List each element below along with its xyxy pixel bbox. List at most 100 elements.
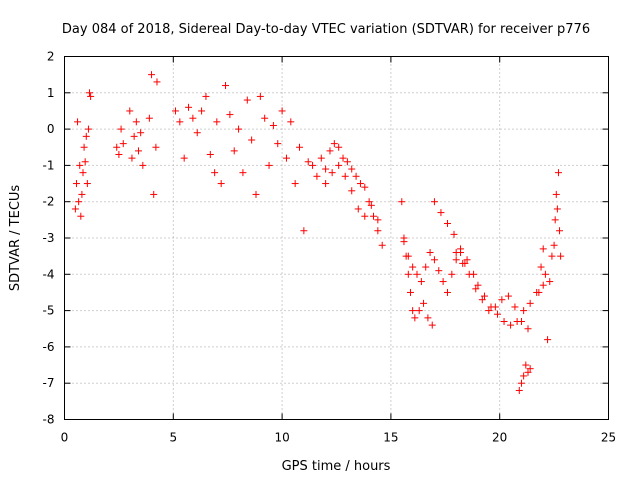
data-point: [365, 198, 373, 206]
y-tick-label: -7: [43, 376, 55, 390]
data-point: [513, 317, 521, 325]
data-point: [485, 307, 493, 315]
data-point: [548, 252, 556, 260]
data-point: [553, 205, 561, 213]
data-point: [437, 209, 445, 217]
data-point: [80, 143, 88, 151]
data-point: [287, 118, 295, 126]
data-point: [278, 107, 286, 115]
data-point: [404, 270, 412, 278]
data-point: [400, 238, 408, 246]
data-point: [148, 71, 156, 79]
data-point: [75, 198, 83, 206]
data-point: [150, 190, 158, 198]
data-point: [424, 314, 432, 322]
y-tick-label: -8: [43, 413, 55, 427]
data-point: [211, 169, 219, 177]
data-point: [269, 121, 277, 129]
data-point: [348, 165, 356, 173]
data-point: [265, 161, 273, 169]
data-point: [507, 321, 515, 329]
data-point: [193, 129, 201, 137]
y-tick-label: -3: [43, 231, 55, 245]
data-point: [443, 219, 451, 227]
data-point: [550, 241, 558, 249]
data-point: [185, 103, 193, 111]
data-point: [494, 310, 502, 318]
data-point: [86, 89, 94, 97]
data-point: [77, 212, 85, 220]
data-point: [261, 114, 269, 122]
y-tick-label: -6: [43, 340, 55, 354]
y-tick-label: 0: [47, 122, 55, 136]
data-point: [74, 118, 82, 126]
data-point: [515, 386, 523, 394]
data-point: [79, 169, 87, 177]
data-point: [171, 107, 179, 115]
x-tick-label: 10: [274, 431, 289, 445]
data-point: [498, 296, 506, 304]
x-axis-label: GPS time / hours: [282, 459, 391, 474]
data-point: [415, 307, 423, 315]
chart-title: Day 084 of 2018, Sidereal Day-to-day VTE…: [62, 22, 590, 37]
data-point: [504, 292, 512, 300]
data-point: [478, 296, 486, 304]
data-point: [522, 361, 530, 369]
data-point: [428, 321, 436, 329]
data-point: [348, 187, 356, 195]
x-tick-label: 0: [61, 431, 69, 445]
data-point: [413, 270, 421, 278]
data-point: [115, 151, 123, 159]
data-point: [139, 161, 147, 169]
data-point: [128, 154, 136, 162]
data-point: [84, 125, 92, 133]
data-point: [452, 249, 460, 257]
data-point: [126, 107, 134, 115]
data-point: [524, 368, 532, 376]
data-point: [248, 136, 256, 144]
data-point: [544, 336, 552, 344]
data-point: [356, 180, 364, 188]
data-point: [180, 154, 188, 162]
data-point: [72, 180, 80, 188]
data-point: [517, 379, 525, 387]
data-point: [524, 325, 532, 333]
data-point: [71, 205, 79, 213]
data-point: [317, 154, 325, 162]
data-point: [420, 299, 428, 307]
data-point: [291, 180, 299, 188]
data-point: [369, 212, 377, 220]
data-point: [78, 190, 86, 198]
data-point: [526, 299, 534, 307]
data-point: [176, 118, 184, 126]
data-point: [472, 285, 480, 293]
plot-frame: [64, 56, 609, 420]
data-point: [435, 267, 443, 275]
y-tick-label: 2: [47, 50, 55, 64]
data-point: [556, 227, 564, 235]
data-point: [411, 314, 419, 322]
data-point: [83, 180, 91, 188]
data-point: [352, 172, 360, 180]
data-point: [539, 281, 547, 289]
data-point: [137, 129, 145, 137]
data-point: [145, 114, 153, 122]
data-point: [328, 169, 336, 177]
data-point: [465, 270, 473, 278]
data-point: [406, 288, 414, 296]
data-point: [252, 190, 260, 198]
data-point: [113, 143, 121, 151]
data-point: [134, 147, 142, 155]
data-point: [230, 147, 238, 155]
data-point: [309, 161, 317, 169]
data-point: [153, 78, 161, 86]
data-point: [443, 288, 451, 296]
data-point: [450, 230, 458, 238]
data-point: [202, 92, 210, 100]
data-point: [520, 307, 528, 315]
data-point: [222, 82, 230, 90]
data-point: [557, 252, 565, 260]
data-point: [274, 140, 282, 148]
data-point: [426, 249, 434, 257]
data-point: [546, 278, 554, 286]
